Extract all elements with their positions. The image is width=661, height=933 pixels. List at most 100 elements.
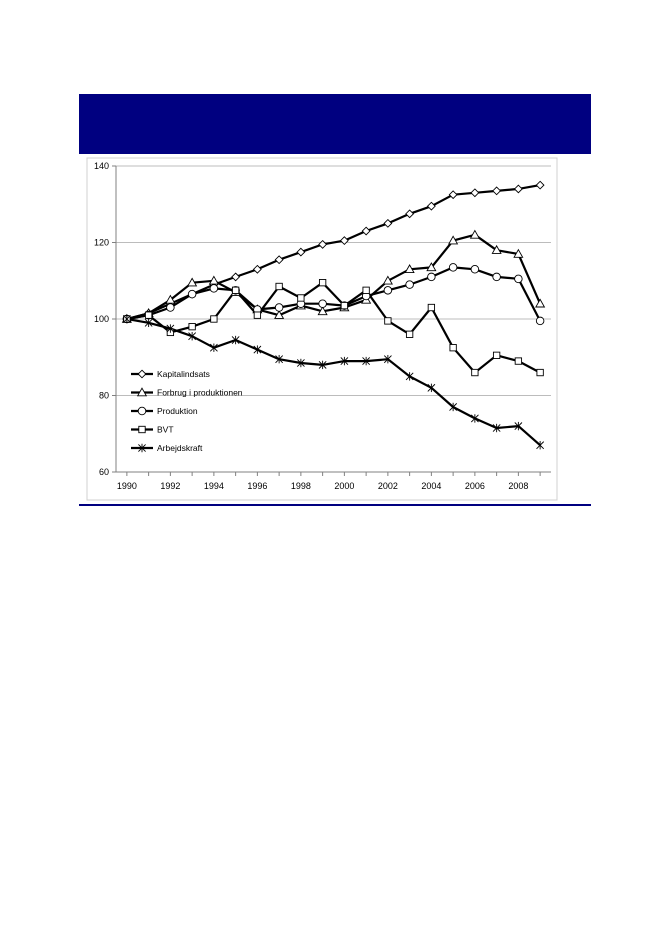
y-tick-label: 60 <box>99 467 109 477</box>
data-point-bvt <box>231 286 240 294</box>
data-point-forbrug-i-produktionen <box>469 229 480 239</box>
legend-label: BVT <box>157 425 174 435</box>
data-point-kapitalindsats <box>513 184 523 194</box>
x-tick-label: 2008 <box>508 481 528 491</box>
data-point-kapitalindsats <box>318 239 328 249</box>
data-point-arbejdskraft <box>536 441 545 450</box>
x-tick-label: 1990 <box>117 481 137 491</box>
data-point-kapitalindsats <box>448 190 458 200</box>
data-point-arbejdskraft <box>144 318 153 328</box>
data-point-arbejdskraft <box>209 343 218 352</box>
legend-item-produktion: Produktion <box>131 406 198 416</box>
x-tick-label: 2004 <box>421 481 441 491</box>
data-point-produktion <box>514 274 523 284</box>
data-point-produktion <box>187 289 197 299</box>
data-point-bvt <box>427 303 436 312</box>
legend-marker <box>136 387 148 397</box>
x-tick-label: 2006 <box>465 481 485 491</box>
data-point-produktion <box>383 286 393 295</box>
data-point-arbejdskraft <box>253 345 262 354</box>
data-point-kapitalindsats <box>492 186 502 196</box>
series-line-arbejdskraft <box>126 317 541 447</box>
data-point-bvt <box>405 330 414 338</box>
data-point-bvt <box>188 322 196 331</box>
legend-item-kapitalindsats: Kapitalindsats <box>131 369 210 379</box>
legend-marker <box>137 406 147 416</box>
data-point-bvt <box>536 368 544 377</box>
header-banner <box>79 94 591 154</box>
data-point-forbrug-i-produktionen <box>165 294 176 304</box>
data-point-arbejdskraft <box>122 314 131 324</box>
y-tick-label: 140 <box>94 161 109 171</box>
x-tick-label: 2002 <box>378 481 398 491</box>
data-point-kapitalindsats <box>383 218 393 228</box>
data-point-bvt <box>318 279 327 287</box>
data-point-forbrug-i-produktionen <box>274 309 285 319</box>
data-point-bvt <box>449 344 457 352</box>
data-point-bvt <box>253 311 262 319</box>
data-point-kapitalindsats <box>339 236 349 246</box>
data-point-arbejdskraft <box>188 332 197 341</box>
y-tick-label: 120 <box>94 238 109 248</box>
data-point-produktion <box>405 280 414 289</box>
y-tick-label: 100 <box>94 314 109 324</box>
data-point-arbejdskraft <box>231 335 240 345</box>
chart-frame: 60 80 100 120 140 1990 1992 1994 1996 1998 2000 200… <box>79 154 591 504</box>
legend-marker <box>137 369 147 379</box>
series-line-forbrug-i-produktionen <box>126 233 542 321</box>
data-point-forbrug-i-produktionen <box>317 306 328 316</box>
data-point-kapitalindsats <box>535 180 545 190</box>
data-point-arbejdskraft <box>296 358 305 368</box>
bottom-rule <box>79 504 591 506</box>
data-point-bvt <box>471 368 479 377</box>
y-tick-label: 80 <box>99 391 109 401</box>
data-point-bvt <box>210 315 218 323</box>
series-line-kapitalindsats <box>126 184 541 321</box>
data-point-produktion <box>318 299 327 308</box>
data-point-arbejdskraft <box>427 383 436 393</box>
x-tick-label: 1992 <box>160 481 180 491</box>
data-point-produktion <box>470 265 480 274</box>
data-point-bvt <box>384 317 392 325</box>
data-point-bvt <box>297 294 305 302</box>
data-point-arbejdskraft <box>362 356 371 366</box>
data-point-kapitalindsats <box>405 209 415 219</box>
x-tick-label: 1998 <box>291 481 311 491</box>
data-point-arbejdskraft <box>166 324 175 333</box>
data-point-kapitalindsats <box>361 226 371 236</box>
data-point-bvt <box>514 357 523 365</box>
legend-item-arbejdskraft: Arbejdskraft <box>131 443 203 453</box>
data-point-forbrug-i-produktionen <box>513 248 524 258</box>
data-point-produktion <box>492 272 501 282</box>
data-point-kapitalindsats <box>274 255 284 265</box>
data-point-arbejdskraft <box>275 354 284 364</box>
data-point-bvt <box>144 311 153 319</box>
data-point-forbrug-i-produktionen <box>535 298 546 308</box>
x-tick-label: 2000 <box>334 481 354 491</box>
data-point-arbejdskraft <box>470 414 479 423</box>
data-point-arbejdskraft <box>449 402 458 412</box>
data-point-arbejdskraft <box>318 360 327 370</box>
x-tick-label: 1996 <box>247 481 267 491</box>
data-point-produktion <box>166 303 175 312</box>
legend-label: Arbejdskraft <box>157 443 203 453</box>
data-point-kapitalindsats <box>252 264 262 274</box>
data-point-forbrug-i-produktionen <box>382 275 393 285</box>
data-point-forbrug-i-produktionen <box>448 235 459 245</box>
data-point-bvt <box>362 286 370 294</box>
data-point-forbrug-i-produktionen <box>404 264 415 274</box>
data-point-kapitalindsats <box>296 247 306 257</box>
data-point-kapitalindsats <box>231 272 241 282</box>
legend-label: Kapitalindsats <box>157 369 210 379</box>
legend-label: Produktion <box>157 406 198 416</box>
legend-item-forbrug-i-produktionen: Forbrug i produktionen <box>131 387 243 398</box>
data-point-arbejdskraft <box>514 421 523 431</box>
data-point-arbejdskraft <box>340 356 349 366</box>
data-point-bvt <box>275 282 283 291</box>
data-point-produktion <box>448 263 458 272</box>
legend-label: Forbrug i produktionen <box>157 388 243 398</box>
x-tick-label: 1994 <box>204 481 224 491</box>
line-chart: 60 80 100 120 140 1990 1992 1994 1996 1998 2000 200… <box>86 157 558 501</box>
data-point-produktion <box>209 284 219 293</box>
data-point-produktion <box>535 316 545 326</box>
